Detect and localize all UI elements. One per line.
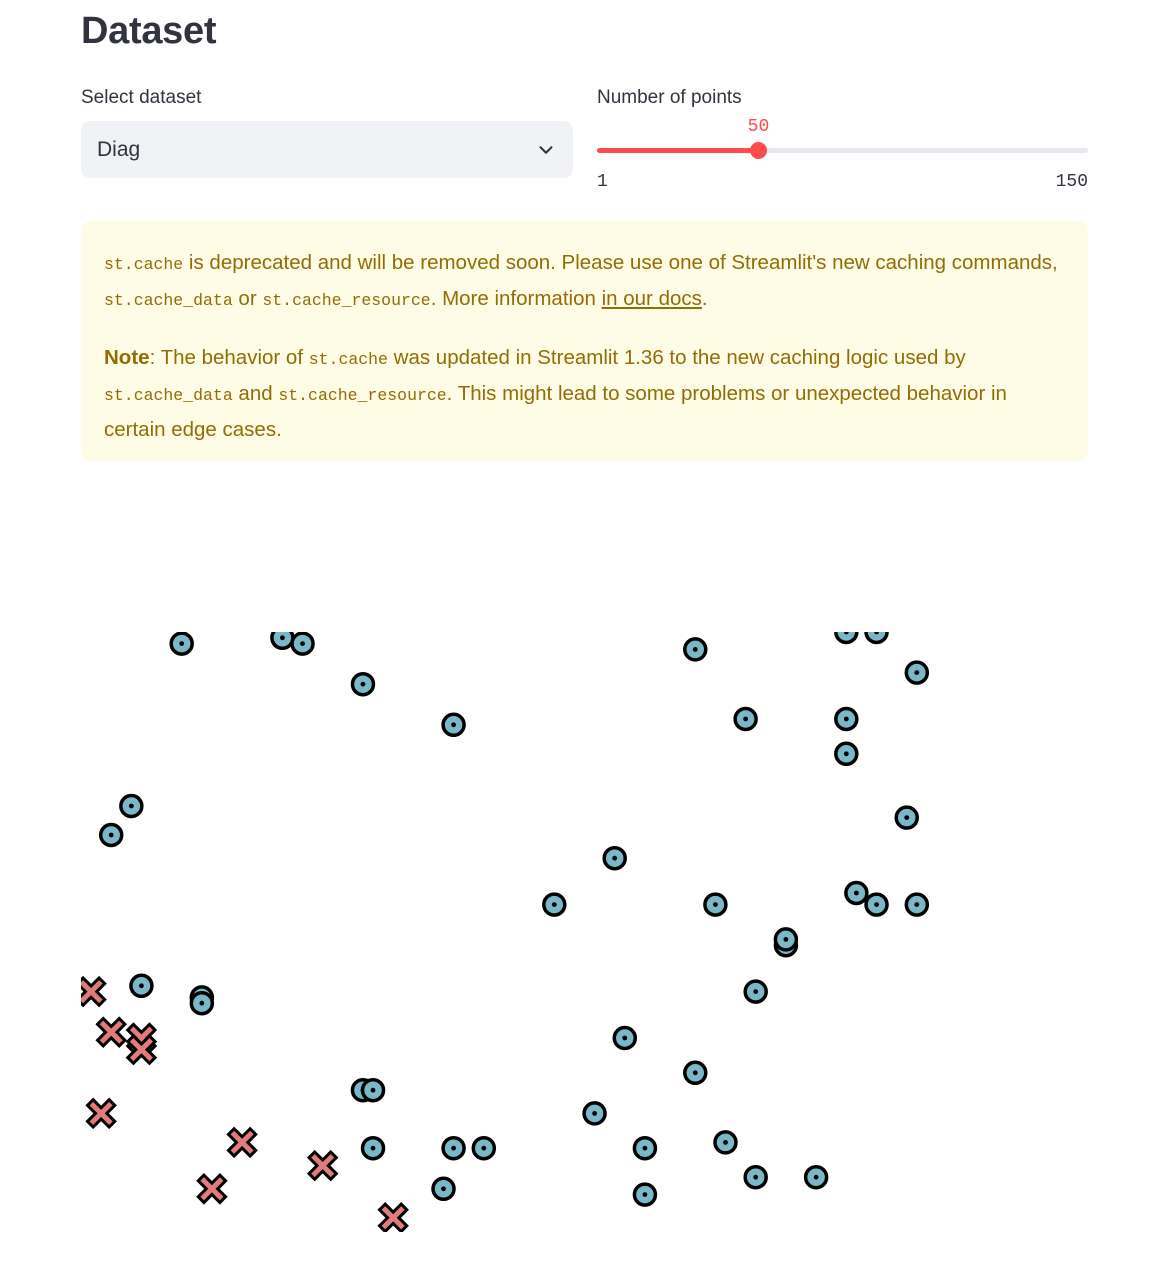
dataset-select[interactable]: Diag	[81, 121, 573, 178]
warning-paragraph-1: st.cache is deprecated and will be remov…	[104, 246, 1065, 318]
points-slider-track[interactable]	[597, 142, 1088, 159]
scatter-point-circle	[189, 990, 215, 1016]
scatter-point-cross	[95, 1016, 127, 1048]
scatter-point-circle	[864, 632, 889, 645]
scatter-point-circle	[864, 892, 889, 917]
code-st-cache: st.cache	[308, 350, 388, 369]
scatter-point-circle	[713, 1130, 738, 1155]
dataset-select-label: Select dataset	[81, 87, 202, 108]
scatter-point-circle	[904, 660, 930, 685]
scatter-point-circle	[894, 805, 919, 830]
scatter-point-circle	[743, 1164, 768, 1190]
warning-text: : The behavior of	[149, 346, 309, 369]
scatter-point-circle	[733, 706, 758, 732]
scatter-point-circle	[582, 1101, 607, 1126]
scatter-point-circle	[632, 1135, 658, 1161]
scatter-point-cross	[125, 1033, 158, 1066]
scatter-point-circle	[441, 1135, 466, 1161]
points-slider-min: 1	[597, 172, 608, 192]
scatter-point-circle	[98, 822, 124, 848]
note-label: Note	[104, 346, 150, 369]
dataset-select-value: Diag	[97, 137, 141, 161]
points-slider-thumb[interactable]	[750, 142, 768, 159]
scatter-point-circle	[602, 845, 627, 871]
docs-link[interactable]: in our docs	[601, 287, 702, 310]
scatter-point-circle	[290, 632, 315, 656]
scatter-point-circle	[703, 892, 728, 917]
scatter-point-circle	[542, 892, 567, 917]
scatter-point-circle	[169, 632, 194, 656]
scatter-point-circle	[350, 671, 376, 697]
scatter-point-circle	[270, 632, 295, 651]
scatter-point-circle	[844, 880, 869, 906]
scatter-point-cross	[85, 1097, 117, 1130]
scatter-point-circle	[904, 892, 930, 917]
page-title: Dataset	[81, 10, 217, 52]
scatter-point-circle	[632, 1182, 658, 1207]
code-st-cache-resource: st.cache_resource	[278, 386, 447, 405]
scatter-point-cross	[306, 1149, 339, 1182]
scatter-point-circle	[683, 637, 708, 662]
scatter-point-circle	[360, 1135, 386, 1161]
chevron-down-icon	[539, 145, 553, 154]
scatter-point-circle	[431, 1176, 456, 1202]
warning-text: was updated in Streamlit 1.36 to the new…	[387, 346, 966, 369]
deprecation-warning: st.cache is deprecated and will be remov…	[81, 221, 1088, 461]
scatter-point-circle	[119, 793, 144, 819]
scatter-point-cross	[226, 1126, 258, 1159]
points-slider-label: Number of points	[597, 87, 742, 108]
points-slider-value: 50	[747, 117, 770, 137]
warning-text: . This might lead to some problems or un…	[104, 382, 1007, 441]
scatter-point-circle	[441, 712, 466, 738]
code-st-cache: st.cache	[104, 255, 184, 274]
warning-text: .	[701, 287, 708, 310]
points-slider-fill	[597, 148, 759, 153]
scatter-point-circle	[683, 1060, 708, 1086]
code-st-cache-data: st.cache_data	[104, 386, 233, 405]
code-st-cache-data: st.cache_data	[104, 291, 233, 310]
scatter-point-circle	[803, 1164, 829, 1190]
code-st-cache-resource: st.cache_resource	[262, 291, 431, 310]
scatter-point-cross	[377, 1202, 409, 1232]
scatter-point-cross	[196, 1173, 228, 1205]
warning-text: is deprecated and will be removed soon. …	[183, 251, 1058, 274]
scatter-point-circle	[129, 973, 154, 999]
scatter-point-cross	[81, 975, 107, 1008]
warning-text: . More information	[430, 287, 602, 310]
scatter-point-circle	[360, 1077, 386, 1103]
warning-text: or	[232, 287, 263, 310]
scatter-point-circle	[834, 706, 859, 732]
scatter-point-circle	[612, 1025, 638, 1051]
scatter-point-circle	[471, 1135, 497, 1161]
scatter-point-circle	[834, 632, 859, 645]
scatter-point-circle	[834, 741, 859, 767]
scatter-point-circle	[743, 979, 768, 1004]
points-slider-max: 150	[1055, 172, 1088, 192]
warning-paragraph-2: Note: The behavior of st.cache was updat…	[104, 341, 1065, 447]
scatter-point-circle	[773, 927, 799, 952]
warning-text: and	[232, 382, 279, 405]
